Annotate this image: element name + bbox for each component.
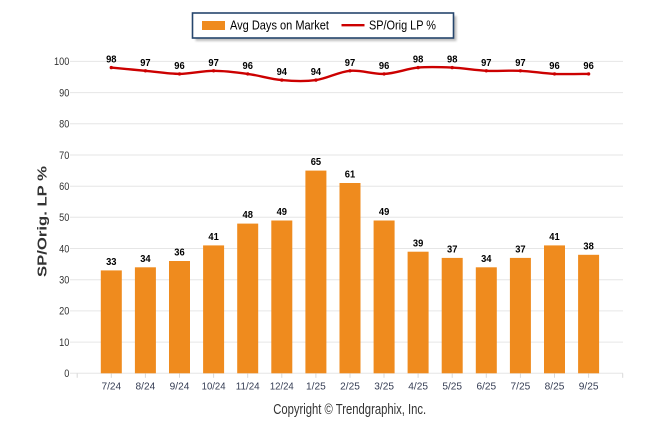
svg-text:3/25: 3/25: [374, 381, 394, 393]
svg-text:41: 41: [208, 232, 219, 243]
svg-text:65: 65: [311, 157, 322, 168]
svg-text:34: 34: [481, 254, 492, 265]
svg-text:7/25: 7/25: [511, 381, 531, 393]
svg-text:98: 98: [447, 55, 458, 66]
svg-text:0: 0: [64, 368, 69, 380]
svg-text:5/25: 5/25: [442, 381, 462, 393]
svg-text:Avg Days on Market: Avg Days on Market: [230, 17, 329, 32]
svg-text:100: 100: [54, 56, 69, 68]
svg-text:SP/Orig. LP %: SP/Orig. LP %: [35, 165, 50, 277]
svg-text:33: 33: [106, 257, 117, 268]
svg-text:97: 97: [481, 58, 492, 69]
svg-text:34: 34: [140, 254, 151, 265]
svg-text:70: 70: [59, 150, 69, 162]
svg-text:98: 98: [106, 55, 117, 66]
svg-text:90: 90: [59, 87, 69, 99]
svg-text:94: 94: [277, 67, 288, 78]
svg-text:36: 36: [174, 248, 185, 259]
svg-text:96: 96: [243, 61, 254, 72]
svg-text:39: 39: [413, 238, 424, 249]
svg-text:10/24: 10/24: [202, 381, 226, 393]
svg-text:7/24: 7/24: [101, 381, 121, 393]
svg-text:80: 80: [59, 119, 69, 131]
svg-text:8/24: 8/24: [136, 381, 156, 393]
svg-text:40: 40: [59, 243, 69, 255]
svg-text:38: 38: [583, 241, 594, 252]
svg-text:60: 60: [59, 181, 69, 193]
svg-text:12/24: 12/24: [270, 381, 294, 393]
svg-text:98: 98: [413, 55, 424, 66]
svg-text:97: 97: [515, 58, 526, 69]
svg-text:10: 10: [59, 337, 69, 349]
svg-text:97: 97: [140, 58, 151, 69]
svg-text:49: 49: [277, 207, 288, 218]
svg-text:9/25: 9/25: [579, 381, 599, 393]
svg-text:50: 50: [59, 212, 69, 224]
svg-text:Copyright © Trendgraphix, Inc.: Copyright © Trendgraphix, Inc.: [273, 401, 426, 418]
svg-text:37: 37: [515, 245, 526, 256]
svg-text:30: 30: [59, 275, 69, 287]
svg-text:96: 96: [549, 61, 560, 72]
svg-text:49: 49: [379, 207, 390, 218]
svg-text:1/25: 1/25: [306, 381, 326, 393]
svg-text:11/24: 11/24: [236, 381, 260, 393]
svg-text:96: 96: [379, 61, 390, 72]
svg-text:97: 97: [345, 58, 356, 69]
svg-text:41: 41: [549, 232, 560, 243]
svg-text:37: 37: [447, 245, 458, 256]
svg-text:4/25: 4/25: [408, 381, 428, 393]
svg-text:97: 97: [208, 58, 219, 69]
svg-text:SP/Orig LP %: SP/Orig LP %: [369, 17, 436, 32]
svg-text:2/25: 2/25: [340, 381, 360, 393]
svg-text:20: 20: [59, 306, 69, 318]
svg-text:61: 61: [345, 170, 356, 181]
svg-text:94: 94: [311, 67, 322, 78]
svg-text:48: 48: [243, 210, 254, 221]
svg-text:96: 96: [174, 61, 185, 72]
svg-text:96: 96: [583, 61, 594, 72]
svg-text:9/24: 9/24: [170, 381, 190, 393]
svg-text:6/25: 6/25: [476, 381, 496, 393]
svg-text:8/25: 8/25: [545, 381, 565, 393]
